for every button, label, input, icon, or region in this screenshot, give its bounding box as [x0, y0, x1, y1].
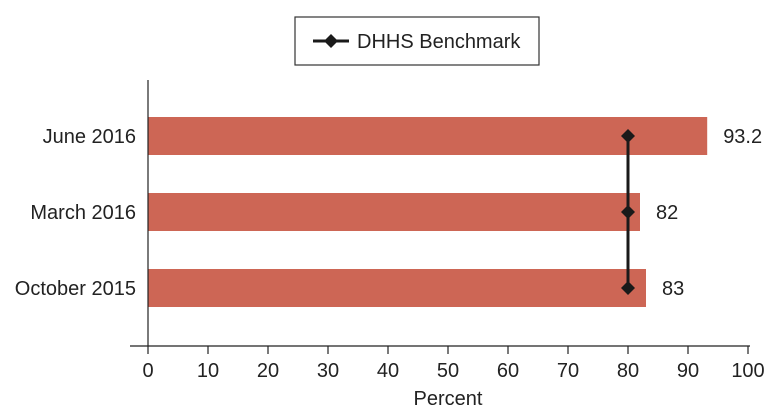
axes-layer: 0 10 20 30 40 50 60 70 80 90 100 [130, 80, 765, 382]
legend-benchmark-label: DHHS Benchmark [357, 31, 521, 53]
category-label: March 2016 [30, 202, 136, 224]
bars-layer: June 2016 93.2 March 2016 82 October 2015 83 [15, 117, 762, 307]
x-tick-label: 70 [557, 360, 579, 382]
category-label: June 2016 [43, 126, 136, 148]
benchmark-marker [621, 281, 635, 295]
bar [148, 193, 640, 231]
data-label: 83 [662, 278, 684, 300]
x-tick-label: 100 [731, 360, 764, 382]
legend: DHHS Benchmark [294, 16, 540, 66]
benchmark-marker [621, 205, 635, 219]
x-tick-label: 80 [617, 360, 639, 382]
x-tick-label: 20 [257, 360, 279, 382]
data-label: 93.2 [723, 126, 762, 148]
legend-benchmark-marker [324, 34, 338, 48]
bar [148, 117, 708, 155]
x-tick-label: 40 [377, 360, 399, 382]
x-tick-label: 0 [142, 360, 153, 382]
x-tick-label: 30 [317, 360, 339, 382]
category-label: October 2015 [15, 278, 136, 300]
benchmark-marker [621, 129, 635, 143]
bar [148, 269, 646, 307]
x-tick-label: 50 [437, 360, 459, 382]
x-tick-label: 10 [197, 360, 219, 382]
data-label: 82 [656, 202, 678, 224]
benchmark-layer [621, 129, 635, 295]
x-tick-label: 90 [677, 360, 699, 382]
x-tick-label: 60 [497, 360, 519, 382]
x-axis-title: Percent [414, 388, 483, 410]
